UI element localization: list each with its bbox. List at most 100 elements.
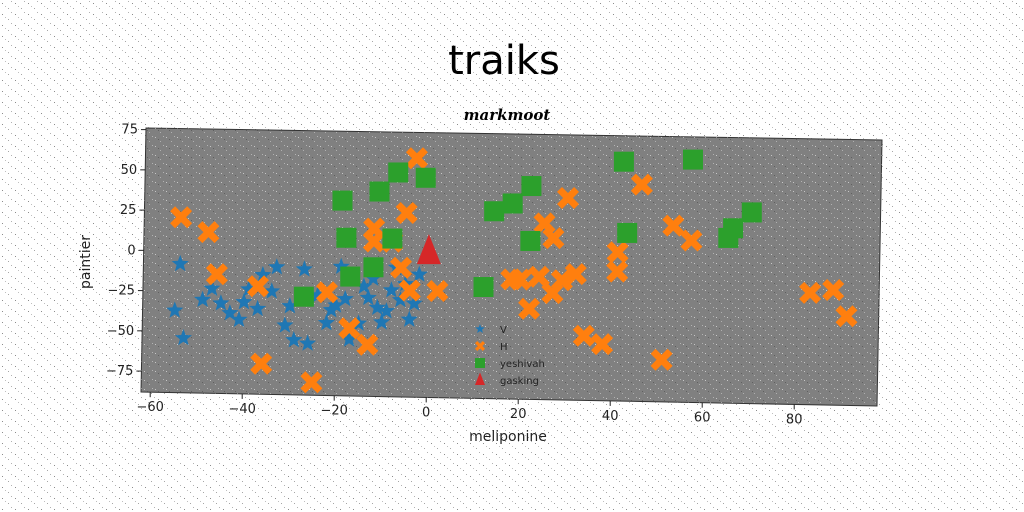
point-H	[405, 147, 428, 170]
point-V	[336, 290, 354, 307]
point-V	[377, 302, 395, 319]
point-H	[300, 371, 323, 394]
point-H	[398, 279, 421, 302]
y-axis-label: paintier	[78, 235, 94, 289]
point-V	[332, 257, 350, 274]
data-points	[166, 147, 858, 394]
point-V	[382, 281, 400, 298]
point-yeshivah	[415, 167, 436, 188]
point-V	[322, 301, 340, 318]
x-axis: −60 −40 −20 0 20 40 60 80	[136, 392, 802, 427]
point-H	[542, 227, 565, 250]
point-yeshivah	[521, 176, 542, 197]
series-H	[170, 147, 858, 394]
x-tick-label: 0	[422, 405, 430, 420]
point-H	[316, 281, 338, 304]
chart-title: traiks	[448, 38, 560, 84]
point-V	[317, 313, 335, 331]
point-H	[247, 275, 269, 298]
point-V	[355, 277, 373, 294]
point-V	[166, 301, 184, 318]
point-V	[373, 313, 391, 330]
point-H	[362, 230, 385, 253]
point-V	[400, 310, 418, 327]
point-H	[662, 214, 685, 237]
point-yeshivah	[369, 181, 390, 202]
plot-area	[140, 127, 883, 407]
point-yeshivah	[613, 151, 634, 172]
y-axis: 75 50 25 0 −25 −50 −75	[106, 123, 146, 379]
point-V	[174, 329, 192, 346]
legend-marker-H	[475, 341, 485, 351]
point-yeshivah	[520, 230, 541, 251]
point-yeshivah	[484, 201, 505, 222]
point-yeshivah	[382, 228, 403, 249]
point-yeshivah	[293, 286, 314, 307]
point-yeshivah	[682, 149, 703, 170]
point-H	[799, 281, 822, 304]
point-gasking	[416, 234, 441, 265]
x-tick-label: −20	[320, 404, 347, 419]
point-H	[680, 229, 703, 252]
legend-marker-yeshivah	[475, 358, 485, 368]
x-axis-label: meliponine	[469, 429, 547, 445]
point-V	[268, 258, 286, 275]
point-yeshivah	[617, 222, 638, 243]
point-V	[295, 260, 313, 277]
point-V	[194, 290, 212, 307]
point-H	[606, 260, 629, 283]
point-V	[276, 316, 294, 333]
point-H	[250, 352, 273, 375]
point-H	[557, 187, 579, 209]
series-yeshivah	[293, 149, 762, 307]
point-yeshivah	[336, 227, 357, 248]
y-tick-label: −50	[107, 324, 134, 339]
point-V	[212, 294, 230, 311]
legend-label-gasking: gasking	[500, 376, 539, 387]
point-H	[564, 263, 587, 286]
point-H	[630, 173, 653, 196]
legend-label-yeshivah: yeshivah	[500, 359, 545, 370]
point-V	[364, 269, 382, 286]
point-yeshivah	[741, 202, 762, 223]
point-V	[221, 304, 239, 321]
point-H	[606, 241, 629, 264]
point-H	[822, 279, 845, 301]
point-H	[338, 317, 361, 340]
point-yeshivah	[502, 193, 523, 214]
point-V	[309, 286, 327, 303]
point-H	[591, 333, 614, 356]
point-yeshivah	[332, 190, 353, 211]
x-tick-label: 60	[694, 411, 711, 426]
point-yeshivah	[388, 162, 409, 183]
point-V	[171, 254, 189, 272]
y-tick-label: 25	[120, 203, 137, 218]
series-gasking	[416, 234, 441, 265]
point-V	[405, 294, 423, 311]
point-yeshivah	[340, 266, 361, 287]
point-H	[390, 256, 412, 279]
point-V	[391, 291, 409, 308]
x-tick-label: 40	[602, 409, 619, 424]
point-yeshivah	[473, 277, 494, 298]
point-H	[197, 221, 220, 244]
point-H	[550, 269, 573, 292]
point-V	[340, 330, 358, 347]
point-V	[203, 279, 221, 296]
x-tick-label: −60	[136, 400, 163, 415]
x-tick-label: −40	[228, 402, 255, 417]
y-tick-label: 0	[127, 243, 135, 258]
point-V	[254, 266, 272, 283]
point-H	[527, 265, 550, 288]
point-H	[509, 268, 532, 291]
point-V	[249, 299, 267, 317]
point-V	[368, 298, 386, 315]
point-H	[533, 212, 556, 235]
point-V	[285, 331, 303, 348]
legend-marker-gasking	[475, 372, 485, 385]
point-H	[205, 263, 228, 286]
y-tick-label: −25	[107, 284, 134, 299]
point-H	[426, 280, 449, 302]
point-yeshivah	[363, 257, 384, 278]
